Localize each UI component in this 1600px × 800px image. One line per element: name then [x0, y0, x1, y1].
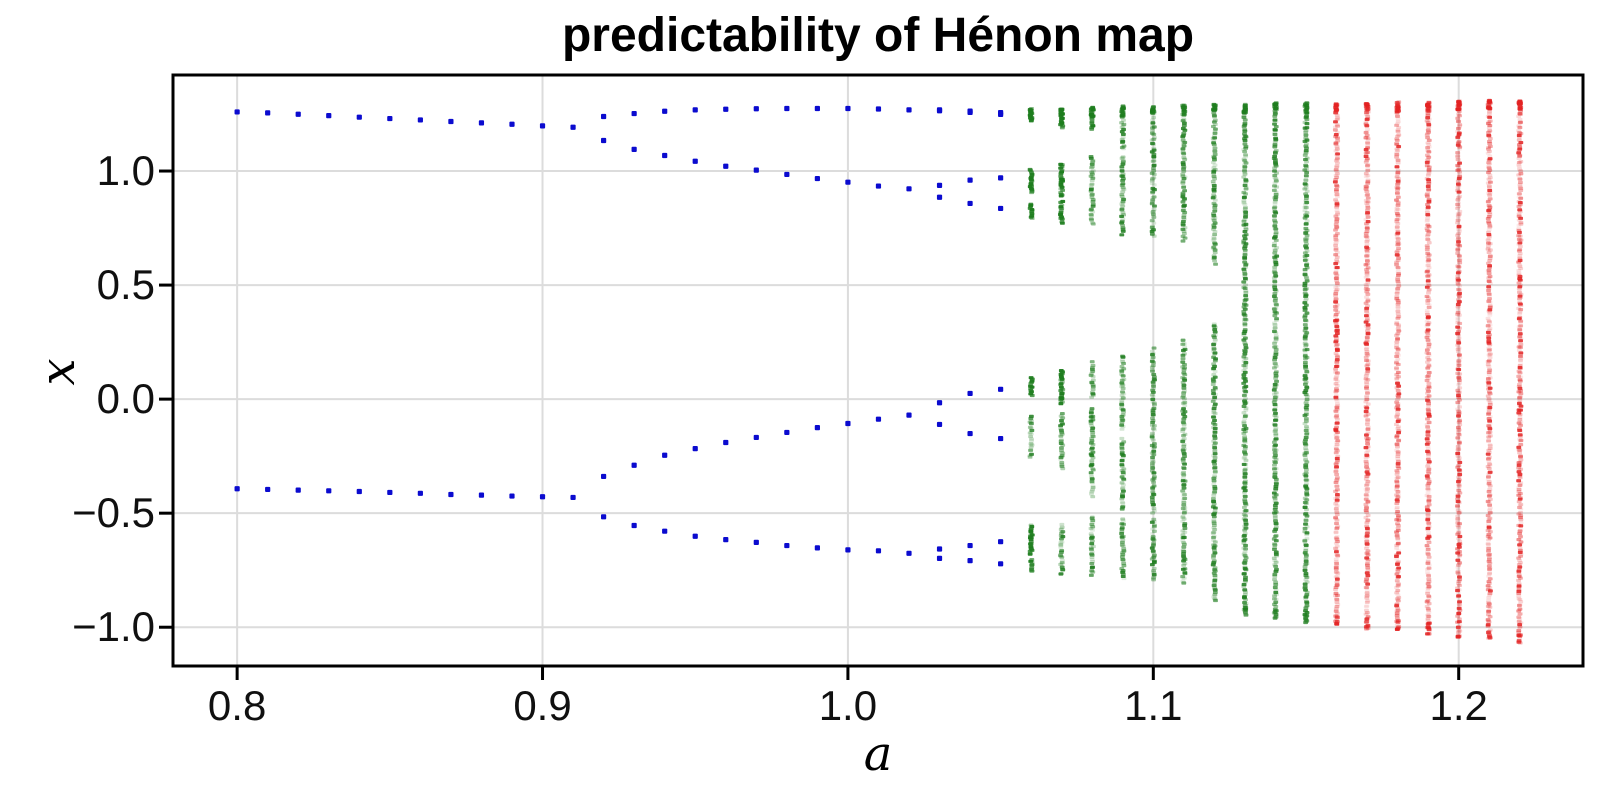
- x-tick-label: 1.0: [818, 682, 878, 729]
- y-tick-label: 0.0: [96, 375, 155, 423]
- x-tick-label: 1.1: [1124, 682, 1183, 729]
- y-tick-label: 0.5: [96, 261, 155, 309]
- y-tick-label: −1.0: [72, 603, 155, 651]
- x-axis-label: a: [863, 726, 893, 782]
- y-tick-label: 1.0: [96, 147, 155, 195]
- x-tick-label: 0.8: [207, 682, 267, 729]
- x-tick-label: 0.9: [513, 682, 572, 729]
- chart-title: predictability of Hénon map: [561, 9, 1195, 62]
- y-tick-label: −0.5: [72, 489, 155, 537]
- x-tick-label: 1.2: [1429, 682, 1488, 729]
